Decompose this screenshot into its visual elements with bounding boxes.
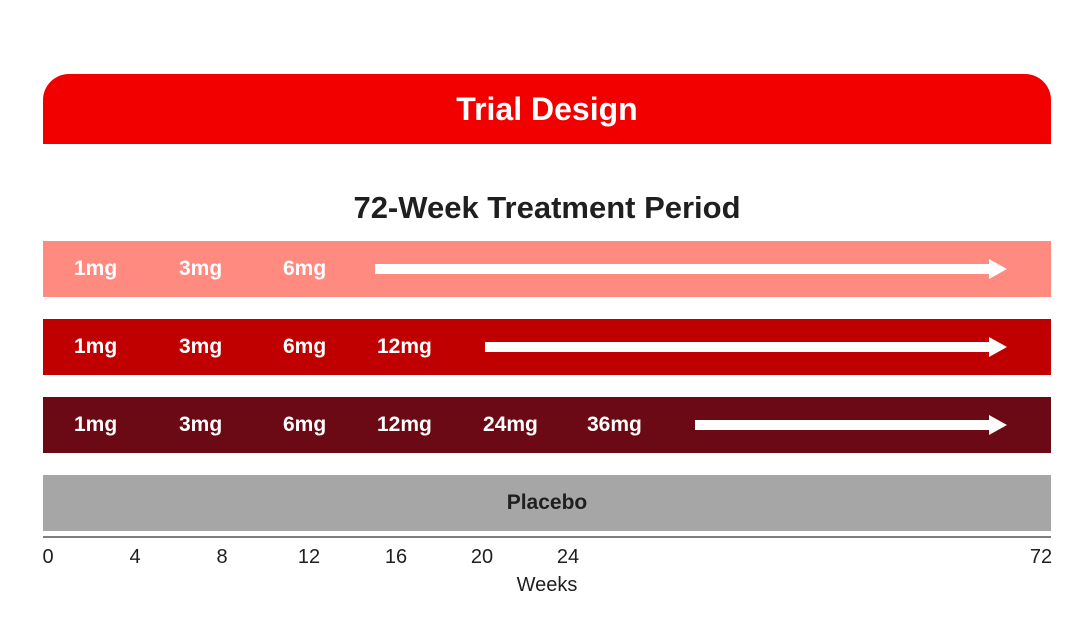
dose-label: 6mg <box>283 413 327 436</box>
week-tick-label: 8 <box>216 546 228 568</box>
dose-label: 1mg <box>74 335 118 358</box>
dose-arm-3: 1mg 3mg 6mg 12mg 24mg 36mg <box>43 397 1051 453</box>
axis-label: Weeks <box>516 574 578 596</box>
week-tick-label: 16 <box>384 546 408 568</box>
page-title: Trial Design <box>456 90 638 127</box>
arrow-right-icon <box>485 337 1007 357</box>
dose-label: 3mg <box>179 335 223 358</box>
treatment-period-heading: 72-Week Treatment Period <box>353 190 741 225</box>
dose-label: 3mg <box>179 413 223 436</box>
arrow-right-icon <box>375 259 1007 279</box>
dose-label: 6mg <box>283 257 327 280</box>
dose-label: 1mg <box>74 257 118 280</box>
dose-label: 36mg <box>587 413 642 436</box>
dose-label: 3mg <box>179 257 223 280</box>
week-axis-line <box>43 536 1051 538</box>
dose-label: 24mg <box>483 413 538 436</box>
arrow-right-icon <box>695 415 1007 435</box>
title-banner: Trial Design <box>43 74 1051 144</box>
week-tick-label: 72 <box>1029 546 1053 568</box>
dose-arm-1: 1mg 3mg 6mg <box>43 241 1051 297</box>
week-tick-label: 20 <box>470 546 494 568</box>
dose-label: 1mg <box>74 413 118 436</box>
week-tick-label: 0 <box>42 546 54 568</box>
placebo-arm: Placebo <box>43 475 1051 531</box>
dose-label: 12mg <box>377 335 432 358</box>
dose-arm-2: 1mg 3mg 6mg 12mg <box>43 319 1051 375</box>
dose-label: 6mg <box>283 335 327 358</box>
dose-label: 12mg <box>377 413 432 436</box>
placebo-label: Placebo <box>506 491 588 514</box>
week-tick-label: 24 <box>556 546 580 568</box>
week-tick-label: 12 <box>297 546 321 568</box>
week-tick-label: 4 <box>129 546 141 568</box>
